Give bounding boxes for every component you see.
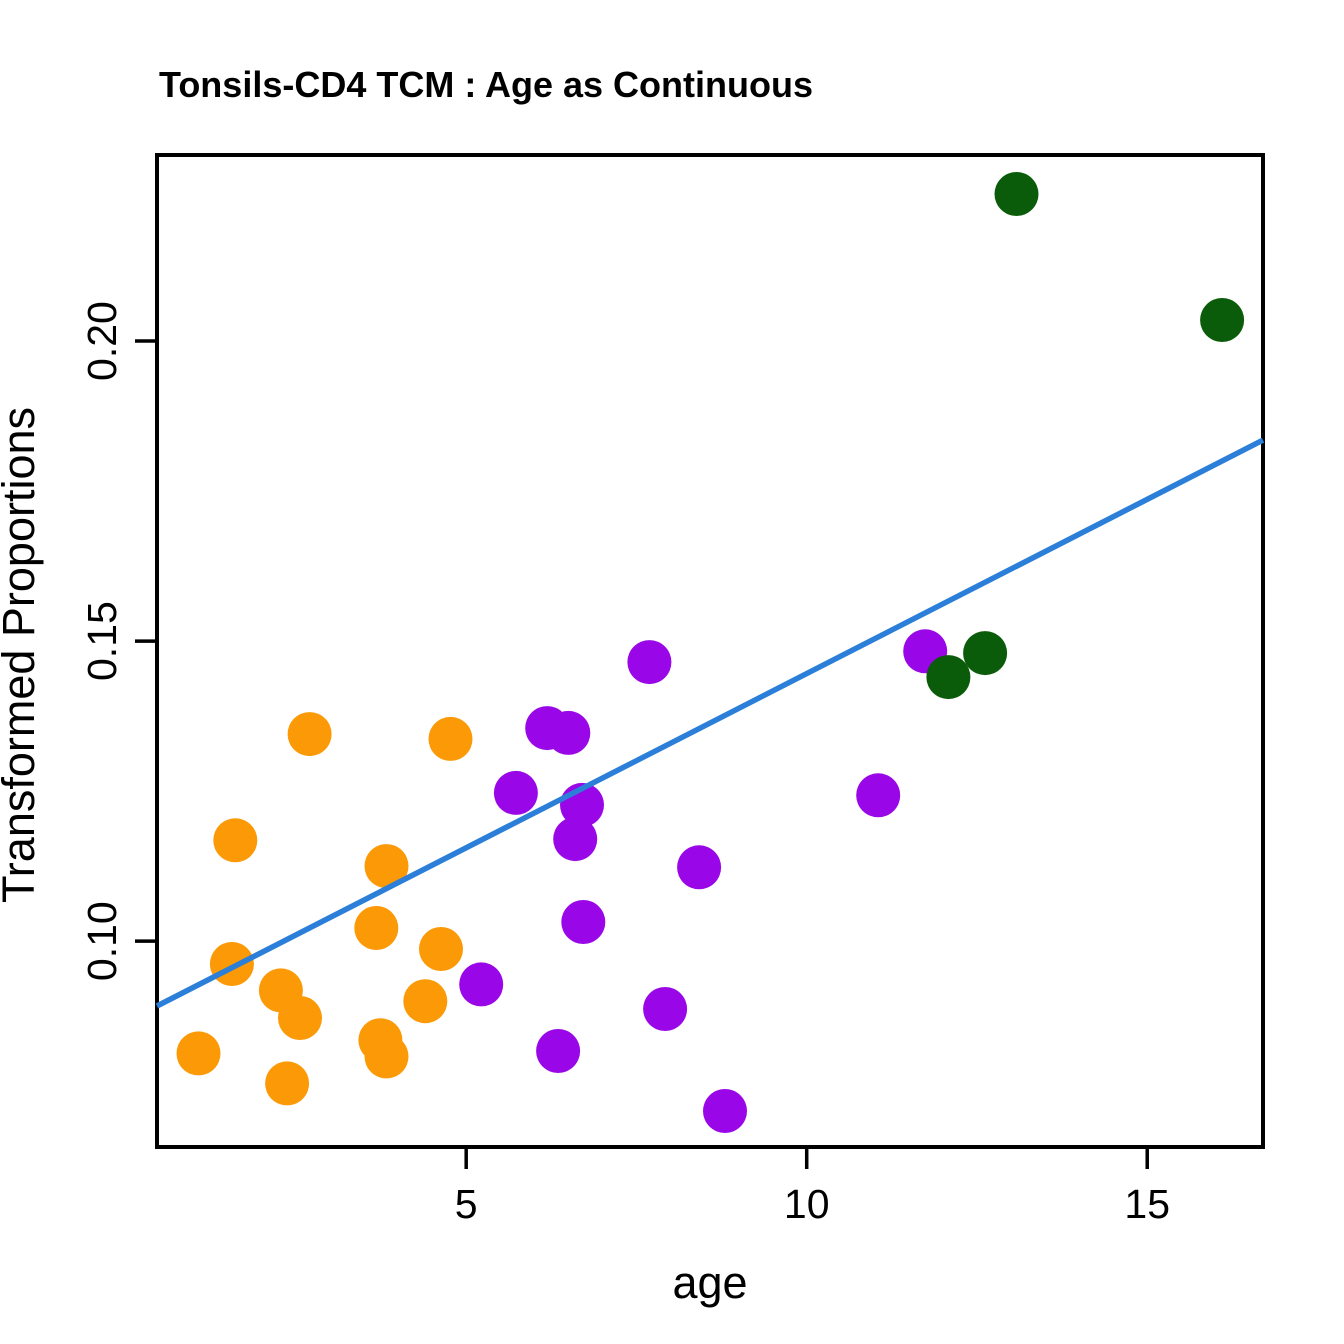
plot-frame bbox=[155, 153, 1265, 1149]
orange-data-point bbox=[278, 996, 322, 1040]
orange-data-point bbox=[209, 942, 254, 986]
x-tick-label: 15 bbox=[1124, 1181, 1170, 1227]
purple-data-point bbox=[459, 962, 504, 1007]
purple-data-point bbox=[546, 710, 591, 755]
purple-data-point bbox=[536, 1029, 581, 1073]
purple-data-point bbox=[553, 817, 598, 862]
orange-data-point bbox=[354, 906, 399, 950]
green-data-point bbox=[926, 655, 971, 700]
purple-data-point bbox=[561, 900, 606, 944]
orange-data-point bbox=[419, 927, 463, 971]
green-data-point bbox=[1200, 298, 1245, 342]
orange-data-point bbox=[265, 1061, 310, 1106]
x-tick-label: 5 bbox=[455, 1181, 478, 1227]
purple-data-point bbox=[677, 845, 722, 890]
orange-data-point bbox=[213, 818, 258, 863]
orange-data-point bbox=[428, 716, 473, 761]
x-tick-label: 10 bbox=[784, 1181, 830, 1227]
purple-data-point bbox=[703, 1089, 747, 1133]
y-tick-label: 0.20 bbox=[79, 301, 125, 381]
regression-line bbox=[155, 437, 1265, 1009]
plot-area: 5 10 15 0.10 0.15 0.20 bbox=[79, 153, 1265, 1227]
chart-title: Tonsils-CD4 TCM : Age as Continuous bbox=[159, 64, 813, 105]
green-data-point bbox=[963, 631, 1008, 676]
y-axis-label: Transformed Proportions bbox=[0, 407, 44, 903]
purple-data-point bbox=[493, 770, 538, 815]
orange-data-point bbox=[403, 979, 448, 1024]
orange-data-point bbox=[364, 844, 409, 889]
green-data-point bbox=[994, 172, 1039, 216]
y-tick-label: 0.15 bbox=[79, 601, 125, 681]
purple-data-point bbox=[627, 640, 672, 685]
x-axis-label: age bbox=[672, 1257, 747, 1308]
y-tick-label: 0.10 bbox=[79, 901, 125, 981]
orange-data-point bbox=[287, 712, 332, 757]
purple-data-point bbox=[643, 987, 688, 1031]
orange-data-point bbox=[364, 1034, 409, 1079]
orange-data-point bbox=[176, 1031, 221, 1076]
purple-data-point bbox=[856, 773, 901, 818]
